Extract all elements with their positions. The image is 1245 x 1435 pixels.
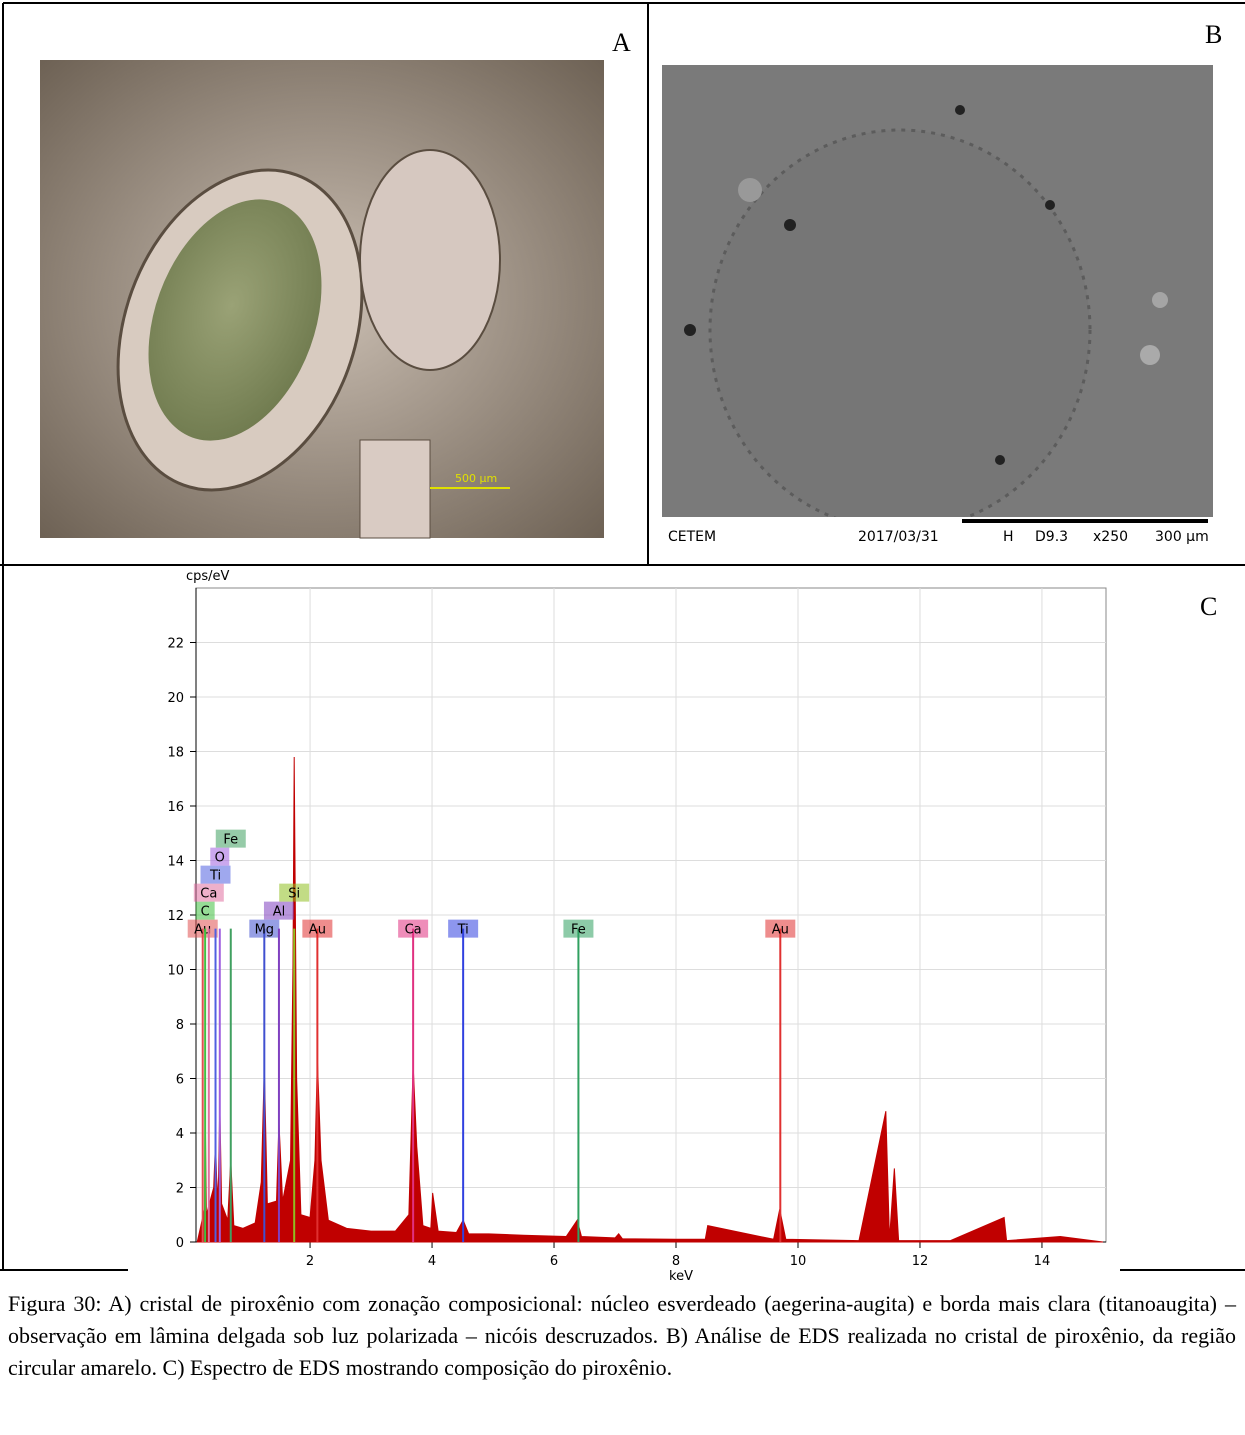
element-label: Au: [309, 923, 326, 938]
caption: Figura 30: A) cristal de piroxênio com z…: [8, 1291, 1236, 1380]
x-tick-label: 6: [550, 1254, 558, 1269]
element-tag: [448, 919, 479, 938]
element-tag: [187, 919, 218, 938]
sem-footer-text: H: [1003, 529, 1014, 545]
sem-footer-text: CETEM: [668, 529, 716, 545]
element-tag: [563, 919, 594, 938]
element-label: Ca: [405, 923, 422, 938]
x-tick-label: 14: [1034, 1254, 1051, 1269]
spectrum-area: [196, 756, 1104, 1243]
y-tick-label: 20: [167, 691, 184, 706]
sem-footer-text: D9.3: [1035, 529, 1068, 545]
element-tag: [398, 919, 429, 938]
element-label: Fe: [571, 923, 586, 938]
photo-b: [662, 65, 1213, 548]
y-tick-label: 18: [167, 746, 184, 761]
scale-label: 500 µm: [455, 472, 497, 485]
element-label: Fe: [223, 833, 238, 848]
sem-footer: CETEM 2017/03/31 H D9.3 x250 300 µm: [668, 529, 1209, 545]
element-tag: [765, 919, 796, 938]
x-tick-label: 12: [912, 1254, 929, 1269]
element-label: Ti: [457, 923, 469, 938]
y-tick-label: 0: [176, 1236, 184, 1251]
element-label: Ti: [209, 869, 221, 884]
element-label: Au: [194, 923, 211, 938]
x-tick-label: 4: [428, 1254, 436, 1269]
element-tag: [193, 883, 224, 902]
panel-letter: A: [612, 28, 631, 57]
element-tag: [195, 901, 215, 920]
element-label: Au: [772, 923, 789, 938]
y-tick-label: 22: [167, 637, 184, 652]
x-tick-label: 2: [306, 1254, 314, 1269]
sem-footer-text: 2017/03/31: [858, 529, 939, 545]
y-tick-label: 2: [176, 1182, 184, 1197]
photo-a: [40, 60, 604, 539]
y-axis-label: cps/eV: [186, 569, 230, 584]
y-tick-label: 12: [167, 909, 184, 924]
y-tick-label: 4: [176, 1127, 184, 1142]
y-tick-label: 14: [167, 855, 184, 870]
element-label: C: [201, 905, 210, 920]
element-tag: [263, 901, 294, 920]
element-tag: [200, 865, 231, 884]
sem-footer-text: x250: [1093, 529, 1128, 545]
element-label: Al: [273, 905, 286, 920]
y-tick-label: 10: [167, 964, 184, 979]
element-tag: [215, 829, 246, 848]
element-tag: [249, 919, 280, 938]
sem-footer-text: 300 µm: [1155, 529, 1209, 545]
x-axis-label: keV: [669, 1269, 693, 1284]
element-label: Mg: [255, 923, 274, 938]
panel-letter: B: [1205, 20, 1223, 49]
x-tick-label: 10: [790, 1254, 807, 1269]
element-tag: [210, 847, 230, 866]
x-tick-label: 8: [672, 1254, 680, 1269]
y-tick-label: 6: [176, 1073, 184, 1088]
element-tag: [279, 883, 310, 902]
element-label: Ca: [200, 887, 217, 902]
panel-letter: C: [1200, 592, 1218, 621]
y-tick-label: 8: [176, 1018, 184, 1033]
element-label: Si: [288, 887, 300, 902]
element-tag: [302, 919, 333, 938]
y-tick-label: 16: [167, 800, 184, 815]
element-label: O: [215, 851, 225, 866]
frame-lines: [0, 2, 1245, 1271]
